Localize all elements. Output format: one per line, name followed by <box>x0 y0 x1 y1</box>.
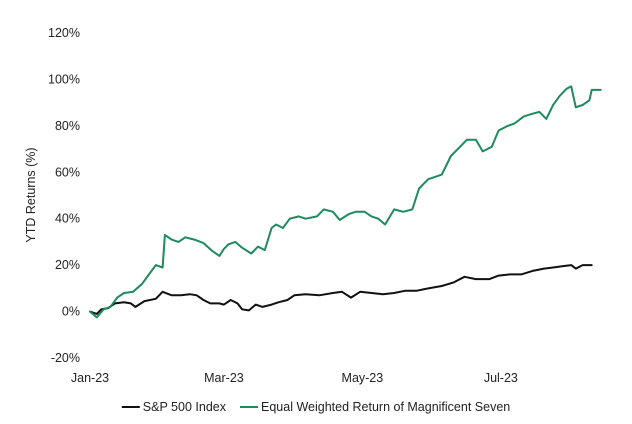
sp500-series-line <box>89 264 593 315</box>
y-tick-label: 0% <box>62 305 80 319</box>
x-axis-ticks: Jan-23 Mar-23 May-23 Jul-23 <box>71 371 518 385</box>
x-tick-label: Mar-23 <box>204 371 244 385</box>
y-tick-label: 120% <box>48 26 80 40</box>
legend-label: Equal Weighted Return of Magnificent Sev… <box>261 400 510 414</box>
series-lines <box>89 85 602 319</box>
y-tick-label: 20% <box>55 258 80 272</box>
y-tick-label: -20% <box>51 351 80 365</box>
y-axis-ticks: -20% 0% 20% 40% 60% 80% 100% 120% <box>48 26 80 365</box>
y-tick-label: 80% <box>55 119 80 133</box>
x-tick-label: May-23 <box>342 371 384 385</box>
legend-label: S&P 500 Index <box>143 400 227 414</box>
legend-item: S&P 500 Index <box>121 400 227 414</box>
y-axis-title: YTD Returns (%) <box>24 147 38 242</box>
x-tick-label: Jan-23 <box>71 371 109 385</box>
legend: S&P 500 Index Equal Weighted Return of Ma… <box>121 400 510 414</box>
y-tick-label: 40% <box>55 212 80 226</box>
legend-item: Equal Weighted Return of Magnificent Sev… <box>240 400 510 414</box>
y-tick-label: 60% <box>55 165 80 179</box>
x-tick-label: Jul-23 <box>484 371 518 385</box>
y-tick-label: 100% <box>48 72 80 86</box>
magnificent-seven-series-line <box>89 85 602 319</box>
